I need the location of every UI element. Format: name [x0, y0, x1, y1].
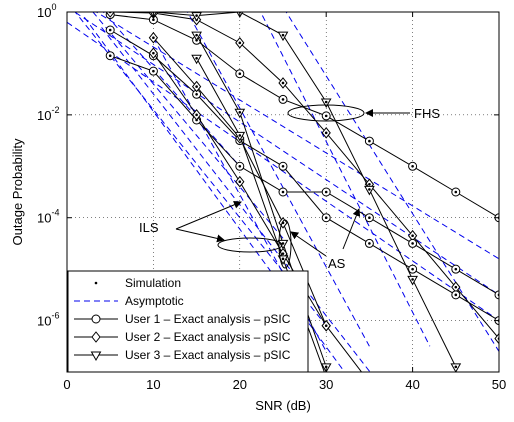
legend-label: User 3 – Exact analysis – pSIC [125, 348, 291, 362]
asymptote-line [83, 16, 346, 372]
asymptote-line [95, 12, 499, 260]
simulation-point [195, 56, 198, 60]
annotation-ils: ILS [139, 220, 159, 235]
legend-label: User 2 – Exact analysis – pSIC [125, 330, 291, 344]
simulation-point [281, 190, 285, 194]
simulation-point [152, 36, 155, 40]
simulation-point [411, 164, 414, 168]
series-line-5 [109, 29, 499, 322]
y-tick-exponent: 0 [51, 2, 56, 12]
simulation-point [281, 257, 285, 261]
simulation-point [108, 28, 112, 32]
data-point-diamond [494, 332, 499, 345]
ils-arrow-1 [175, 200, 242, 230]
as-arrow-1 [290, 231, 327, 257]
legend: Simulation Asymptotic User 1 – Exact analy… [67, 270, 309, 373]
simulation-point [454, 365, 458, 369]
x-tick-label: 30 [319, 377, 333, 392]
asymptote-line [73, 12, 499, 296]
simulation-point [454, 293, 458, 297]
simulation-point [324, 324, 328, 328]
simulation-point [195, 33, 198, 37]
simulation-point [281, 252, 285, 256]
ils-arrow-2 [175, 228, 225, 243]
annotation-fhs: FHS [414, 106, 440, 121]
legend-label: User 1 – Exact analysis – pSIC [125, 312, 291, 326]
x-axis-label: SNR (dB) [255, 398, 311, 413]
x-tick-label: 0 [63, 377, 70, 392]
simulation-point [368, 242, 371, 245]
x-tick-label: 20 [233, 377, 247, 392]
fhs-ellipse [287, 104, 365, 122]
simulation-point [411, 267, 414, 271]
simulation-point [281, 81, 285, 85]
y-tick-exponent: -2 [51, 105, 59, 115]
simulation-point [454, 190, 458, 194]
simulation-point [454, 267, 458, 271]
simulation-point [368, 139, 371, 143]
simulation-point [195, 85, 198, 88]
simulation-point [238, 41, 242, 45]
simulation-point [195, 113, 198, 117]
x-tick-label: 50 [492, 377, 506, 392]
simulation-point [152, 69, 155, 73]
legend-dot-marker [94, 281, 98, 285]
simulation-point [454, 285, 458, 289]
simulation-point [195, 14, 198, 17]
x-tick-label: 10 [146, 377, 160, 392]
simulation-point [108, 54, 112, 58]
legend-circle-marker [91, 314, 101, 324]
legend-triangle-marker [90, 351, 102, 362]
simulation-point [281, 242, 285, 245]
y-tick-exponent: -4 [51, 208, 59, 218]
as-ellipse [278, 219, 292, 269]
x-tick-label: 40 [405, 377, 419, 392]
simulation-point [324, 365, 328, 369]
as-arrow-2 [342, 208, 361, 250]
simulation-point [411, 234, 414, 238]
simulation-point [324, 114, 328, 118]
asymptote-line [260, 12, 431, 347]
simulation-point [368, 188, 371, 191]
ils-ellipse [217, 237, 283, 253]
y-axis-label: Outage Probability [10, 138, 25, 245]
simulation-point [368, 216, 371, 220]
simulation-point [238, 110, 242, 114]
simulation-point [281, 98, 285, 101]
simulation-point [324, 100, 328, 104]
simulation-point [238, 180, 242, 184]
simulation-point [324, 190, 328, 194]
exact-analysis-series [105, 12, 499, 372]
y-tick-exponent: -6 [51, 311, 59, 321]
simulation-point [281, 164, 285, 168]
simulation-point [281, 33, 285, 37]
asymptote-line [92, 12, 284, 239]
legend-diamond-marker [91, 331, 101, 343]
annotation-as: AS [328, 256, 346, 271]
simulation-point [238, 72, 242, 76]
simulation-point [324, 131, 328, 135]
data-point-diamond [105, 12, 115, 18]
simulation-point [411, 242, 414, 245]
simulation-point [195, 92, 198, 96]
asymptote-line [67, 21, 499, 321]
legend-label: Simulation [125, 276, 181, 290]
simulation-point [411, 278, 414, 281]
simulation-point [238, 164, 242, 168]
simulation-point [368, 182, 371, 186]
annotations: FHS ILS AS [139, 104, 440, 271]
simulation-point [152, 51, 155, 55]
legend-label: Asymptotic [125, 294, 184, 308]
series-line-7 [152, 52, 363, 372]
simulation-point [324, 216, 328, 220]
data-point-circle [494, 290, 499, 300]
simulation-point [152, 18, 155, 22]
simulation-point [238, 134, 242, 137]
series-line-2 [110, 12, 499, 339]
asymptote-line [285, 12, 499, 352]
